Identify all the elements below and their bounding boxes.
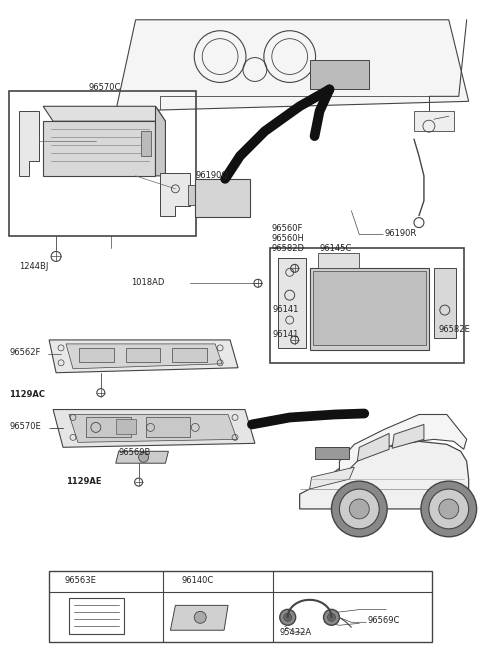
Circle shape	[339, 489, 379, 529]
Polygon shape	[160, 173, 190, 216]
Circle shape	[421, 481, 477, 537]
Bar	[172, 348, 207, 362]
Circle shape	[194, 611, 206, 623]
Bar	[9, 91, 196, 236]
Text: 96570E: 96570E	[9, 422, 41, 432]
Text: 96141: 96141	[273, 305, 299, 314]
Circle shape	[284, 613, 292, 621]
Bar	[49, 571, 432, 642]
Text: 96140C: 96140C	[181, 575, 214, 584]
Bar	[141, 131, 151, 156]
Text: 95432A: 95432A	[280, 628, 312, 637]
Bar	[116, 419, 136, 434]
Bar	[145, 417, 190, 438]
Polygon shape	[310, 467, 354, 489]
Bar	[278, 258, 306, 348]
Polygon shape	[278, 258, 305, 276]
Text: 96560H: 96560H	[272, 234, 305, 243]
Bar	[318, 253, 360, 268]
Text: 96141: 96141	[273, 330, 299, 339]
Text: 96569C: 96569C	[367, 617, 400, 625]
Polygon shape	[53, 409, 255, 447]
Bar	[314, 447, 349, 459]
Text: 96582D: 96582D	[272, 245, 305, 253]
Text: 96562F: 96562F	[9, 348, 41, 357]
Text: 1018AD: 1018AD	[131, 278, 164, 287]
Bar	[79, 348, 114, 362]
Circle shape	[332, 481, 387, 537]
Polygon shape	[43, 106, 166, 121]
Text: 96582E: 96582E	[439, 325, 470, 334]
Circle shape	[139, 452, 148, 462]
Bar	[312, 272, 426, 345]
Text: 96569B: 96569B	[119, 448, 151, 457]
Bar	[310, 268, 429, 350]
Text: 96560F: 96560F	[272, 224, 303, 233]
Text: 96190Q: 96190Q	[195, 171, 228, 180]
Bar	[69, 598, 124, 634]
Bar	[414, 112, 454, 131]
Bar	[310, 60, 369, 89]
Bar	[126, 348, 160, 362]
Circle shape	[324, 609, 339, 625]
Text: 1129AC: 1129AC	[9, 390, 45, 399]
Text: 96145C: 96145C	[320, 245, 352, 253]
Text: 96190R: 96190R	[384, 228, 417, 237]
Bar	[434, 268, 456, 338]
Polygon shape	[69, 415, 237, 442]
Bar	[195, 179, 250, 216]
Text: 1244BJ: 1244BJ	[19, 262, 48, 272]
Bar	[86, 417, 131, 438]
Polygon shape	[66, 344, 222, 369]
Polygon shape	[43, 121, 156, 176]
Polygon shape	[392, 424, 424, 448]
Circle shape	[439, 499, 459, 519]
Polygon shape	[116, 20, 468, 112]
Circle shape	[280, 609, 296, 625]
Circle shape	[429, 489, 468, 529]
Polygon shape	[300, 441, 468, 509]
Polygon shape	[19, 112, 39, 176]
Polygon shape	[170, 605, 228, 630]
Bar	[270, 249, 464, 363]
Text: 96563E: 96563E	[64, 575, 96, 584]
Polygon shape	[49, 340, 238, 373]
Polygon shape	[156, 106, 166, 176]
Text: 1129AE: 1129AE	[66, 477, 101, 486]
Circle shape	[327, 613, 336, 621]
Circle shape	[349, 499, 369, 519]
Polygon shape	[357, 434, 389, 461]
Polygon shape	[339, 415, 467, 479]
Polygon shape	[116, 451, 168, 463]
Text: 96570C: 96570C	[89, 83, 121, 92]
Bar	[188, 185, 196, 205]
